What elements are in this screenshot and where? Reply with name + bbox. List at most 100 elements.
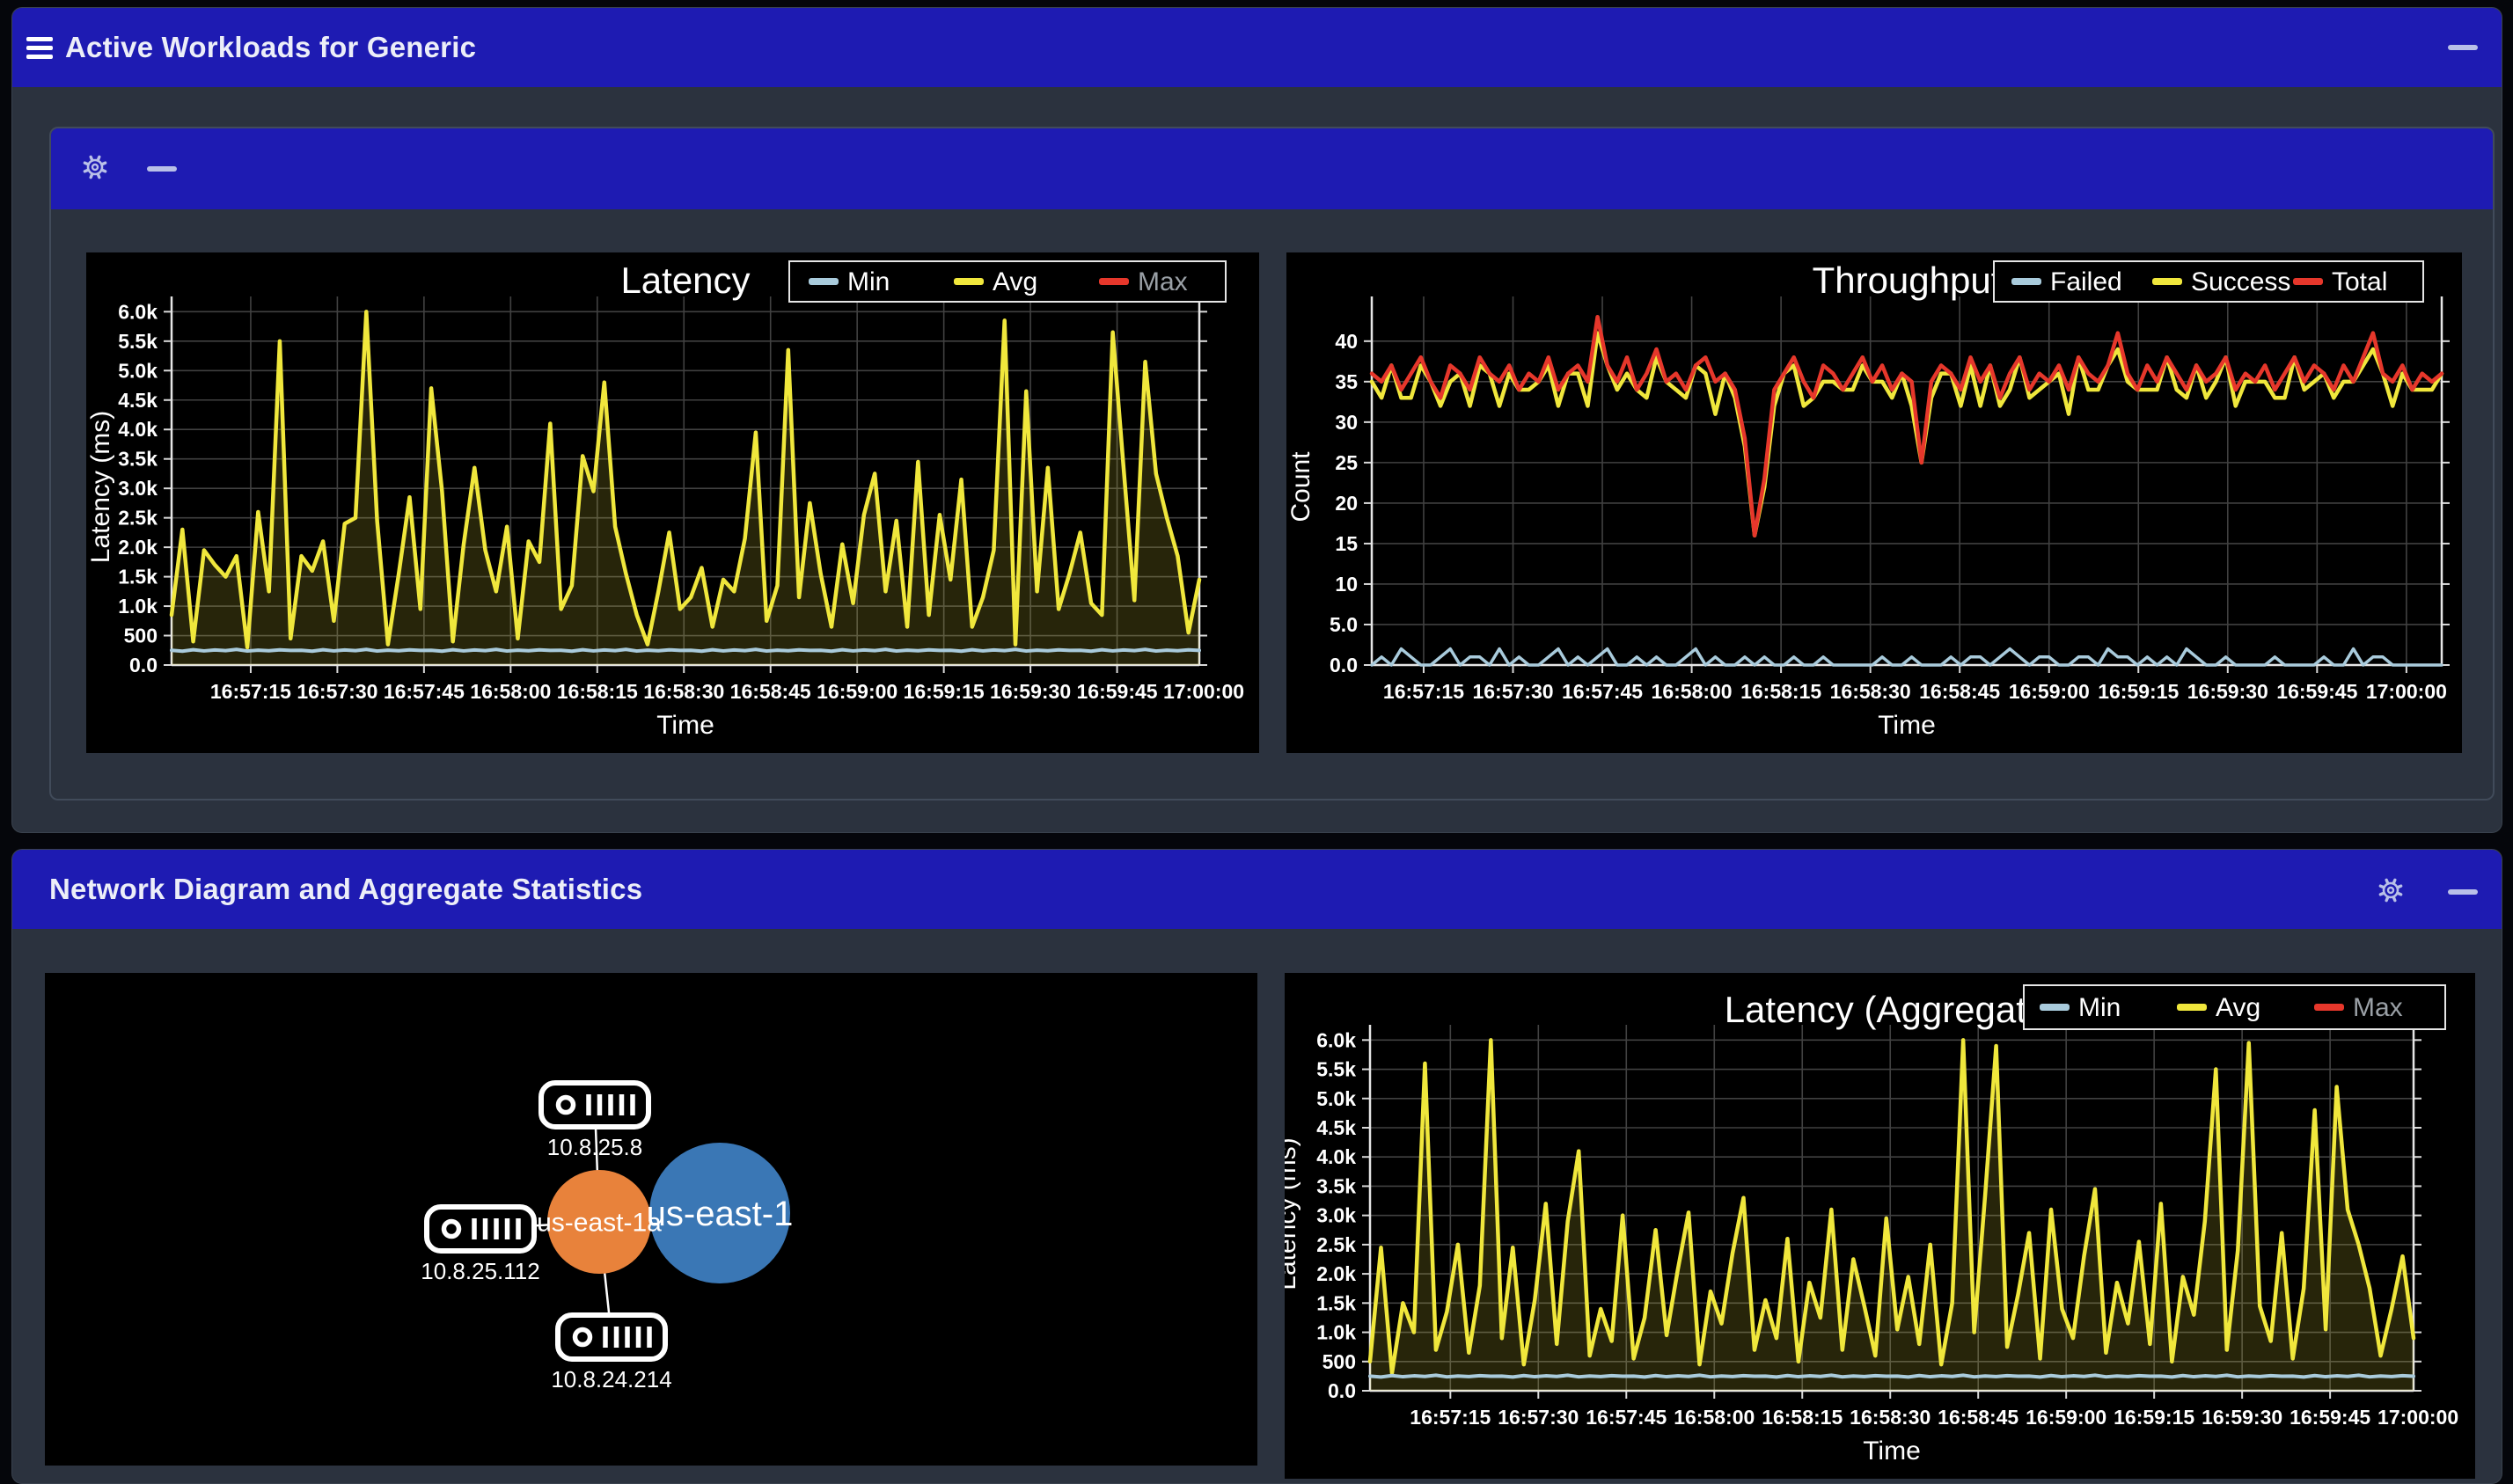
x-tick-label: 16:59:30	[2202, 1406, 2282, 1429]
minimize-icon	[2448, 889, 2478, 895]
y-tick-label: 4.0k	[118, 418, 158, 441]
latency-chart-panel: 16:57:15 16:57:30 16:57:45 16:58:00 16:58:15…	[86, 252, 1259, 753]
zone-circle	[547, 1170, 651, 1274]
aggregate-latency-panel: 16:57:15 16:57:30 16:57:45 16:58:00 16:58:15…	[1285, 973, 2475, 1479]
y-tick-label: 5.0k	[1316, 1087, 1356, 1110]
x-tick-label: 16:57:15	[1410, 1406, 1491, 1429]
y-tick-label: 20	[1335, 492, 1358, 515]
legend-box	[2023, 984, 2446, 1030]
x-tick-label: 16:57:15	[1383, 680, 1464, 703]
y-axis-label: Latency (ms)	[86, 411, 115, 563]
legend-swatch	[2293, 278, 2323, 285]
x-tick-label: 16:57:30	[1498, 1406, 1579, 1429]
x-axis-label: Time	[1863, 1436, 1921, 1466]
zone-label: us-east-1	[647, 1195, 794, 1233]
y-tick-label: 1.0k	[118, 595, 158, 618]
chart-title: Latency (Aggregate)	[1725, 989, 2060, 1030]
y-tick-label: 2.0k	[118, 536, 158, 559]
y-axis-label: Count	[1286, 451, 1315, 523]
y-tick-label: 0.0	[1330, 654, 1358, 676]
x-tick-label: 16:59:00	[2009, 680, 2090, 703]
x-tick-label: 16:59:15	[904, 680, 985, 703]
x-tick-label: 16:58:45	[1938, 1406, 2018, 1429]
latency-chart[interactable]: 16:57:15 16:57:30 16:57:45 16:58:00 16:58:15…	[86, 252, 1259, 753]
y-tick-label: 2.5k	[1316, 1233, 1356, 1256]
host-ip-label: 10.8.24.214	[551, 1366, 671, 1393]
y-tick-label: 15	[1335, 532, 1358, 555]
y-tick-label: 0.0	[129, 654, 158, 676]
y-tick-label: 10	[1335, 573, 1358, 596]
throughput-chart-panel: 16:57:15 16:57:30 16:57:45 16:58:00 16:58:15…	[1286, 252, 2462, 753]
x-tick-label: 16:58:15	[1762, 1406, 1843, 1429]
y-tick-label: 1.0k	[1316, 1321, 1356, 1344]
x-tick-label: 17:00:00	[2377, 1406, 2458, 1429]
x-tick-label: 16:58:30	[643, 680, 724, 703]
settings-button[interactable]	[2371, 873, 2410, 911]
workloads-header: Active Workloads for Generic	[12, 8, 2502, 87]
x-tick-label: 16:58:30	[1850, 1406, 1931, 1429]
legend-swatch	[2040, 1004, 2070, 1011]
x-tick-label: 16:59:30	[990, 680, 1071, 703]
host-ip-label: 10.8.25.112	[421, 1258, 539, 1284]
minimize-panel-button[interactable]	[2443, 28, 2482, 67]
aggregate-latency-chart[interactable]: 16:57:15 16:57:30 16:57:45 16:58:00 16:58:15…	[1285, 973, 2475, 1479]
series-avg	[1367, 1038, 2416, 1376]
legend-label: Max	[2353, 993, 2403, 1022]
y-tick-label: 30	[1335, 411, 1358, 434]
x-tick-label: 16:59:15	[2114, 1406, 2194, 1429]
host-ip-label: 10.8.25.8	[547, 1134, 642, 1160]
collapse-button[interactable]	[143, 150, 181, 188]
gear-icon	[80, 152, 110, 186]
y-tick-label: 5.5k	[1316, 1058, 1356, 1081]
y-tick-label: 500	[124, 625, 158, 647]
x-tick-label: 16:57:30	[297, 680, 377, 703]
x-tick-label: 16:58:15	[557, 680, 638, 703]
hamburger-menu-icon[interactable]	[26, 33, 53, 63]
x-tick-label: 16:59:00	[2026, 1406, 2106, 1429]
series-total	[1369, 314, 2444, 537]
network-header: Network Diagram and Aggregate Statistics	[12, 850, 2502, 929]
y-tick-label: 4.0k	[1316, 1145, 1356, 1168]
network-card: Network Diagram and Aggregate Statistics…	[11, 849, 2502, 1484]
dashboard-page: { "window": { "title": "Active Workloads…	[11, 7, 2502, 1484]
x-tick-label: 16:59:45	[2276, 680, 2357, 703]
x-tick-label: 16:59:00	[817, 680, 898, 703]
page-title: Active Workloads for Generic	[65, 31, 477, 63]
throughput-chart[interactable]: 16:57:15 16:57:30 16:57:45 16:58:00 16:58:15…	[1286, 252, 2462, 753]
host-node: 10.8.25.112	[421, 1204, 540, 1284]
x-tick-label: 16:58:45	[1919, 680, 2000, 703]
x-tick-label: 16:57:30	[1472, 680, 1553, 703]
minimize-panel-button[interactable]	[2443, 873, 2482, 911]
y-tick-label: 3.0k	[1316, 1204, 1356, 1227]
gear-icon	[2376, 875, 2406, 910]
network-diagram[interactable]: 10.8.25.8 10.8.25.112 10.8.24.214 us-east-1…	[45, 973, 1257, 1466]
y-tick-label: 1.5k	[118, 566, 158, 588]
legend-swatch	[954, 278, 984, 285]
host-node: 10.8.24.214	[551, 1312, 672, 1393]
chart-title: Throughput	[1813, 260, 2002, 301]
y-tick-label: 500	[1322, 1350, 1356, 1373]
legend-box	[1993, 260, 2424, 303]
legend-label: Total	[2332, 267, 2387, 296]
y-axis-label: Latency (ms)	[1285, 1137, 1301, 1290]
legend-swatch	[2177, 1004, 2207, 1011]
series-success	[1369, 331, 2444, 537]
legend-swatch	[2011, 278, 2041, 285]
legend-label: Min	[847, 267, 890, 296]
minimize-icon	[147, 166, 177, 172]
x-tick-label: 16:57:45	[384, 680, 465, 703]
x-tick-label: 16:58:00	[1652, 680, 1733, 703]
series-avg	[169, 310, 1202, 650]
y-tick-label: 1.5k	[1316, 1291, 1356, 1314]
x-axis-label: Time	[656, 711, 714, 740]
legend-label: Failed	[2050, 267, 2122, 296]
legend-swatch	[2152, 278, 2182, 285]
x-tick-label: 17:00:00	[1163, 680, 1244, 703]
series-failed	[1370, 647, 2443, 667]
legend-swatch	[1099, 278, 1129, 285]
x-tick-label: 16:57:45	[1586, 1406, 1667, 1429]
x-tick-label: 16:59:15	[2098, 680, 2179, 703]
y-tick-label: 3.5k	[1316, 1174, 1356, 1197]
settings-button[interactable]	[76, 150, 114, 188]
legend-swatch	[2314, 1004, 2344, 1011]
